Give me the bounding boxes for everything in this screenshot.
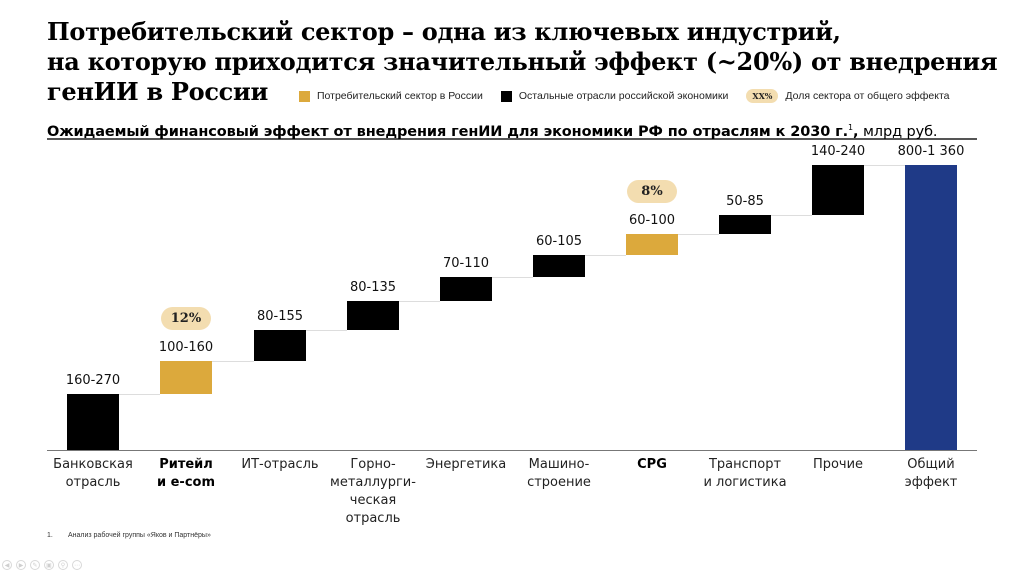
legend-pill-share: XX% (746, 89, 779, 103)
chart-legend: Потребительский сектор в России Остальны… (299, 89, 968, 103)
legend-label-share: Доля сектора от общего эффекта (785, 90, 950, 102)
connector-line (399, 301, 440, 302)
bar-8 (719, 215, 771, 234)
footnote-text: Анализ рабочей группы «Яков и Партнёры» (67, 532, 211, 539)
category-label: Прочие (812, 457, 864, 472)
category-label: CPG (637, 457, 667, 472)
chart-subtitle: Ожидаемый финансовый эффект от внедрения… (47, 118, 977, 140)
bar-2 (160, 361, 212, 394)
footnote-number: 1. (47, 532, 53, 539)
title-line-3: генИИ в России (47, 77, 268, 106)
value-label: 60-100 (628, 213, 676, 228)
value-label: 60-105 (535, 234, 583, 249)
x-axis-line (47, 450, 977, 451)
presentation-controls: ◀ ▶ ✎ ▣ ⚲ ⋯ (2, 560, 86, 570)
bar-6 (533, 255, 585, 277)
category-label: Ритейл и e-com (156, 457, 216, 490)
connector-line (492, 277, 533, 278)
connector-line (212, 361, 254, 362)
category-label: Общий эффект (904, 457, 958, 490)
value-label: 80-155 (256, 309, 304, 324)
legend-item-consumer: Потребительский сектор в России (299, 90, 483, 102)
share-badge: 12% (161, 307, 211, 330)
subtitle-unit: млрд руб. (858, 123, 938, 140)
bar-9 (812, 165, 864, 215)
value-label: 800-1 360 (897, 144, 965, 159)
zoom-icon[interactable]: ⚲ (58, 560, 68, 570)
category-label: Энергетика (425, 457, 507, 472)
bar-5 (440, 277, 492, 301)
share-badge: 8% (627, 180, 677, 203)
value-label: 70-110 (442, 256, 490, 271)
connector-line (119, 394, 160, 395)
bar-7 (626, 234, 678, 255)
bar-1 (67, 394, 119, 450)
category-label: Банковская отрасль (53, 457, 133, 490)
value-label: 160-270 (65, 373, 121, 388)
value-label: 140-240 (810, 144, 866, 159)
value-label: 100-160 (158, 340, 214, 355)
connector-line (864, 165, 905, 166)
subtitle-comma: , (853, 123, 859, 140)
category-label: Горно- металлурги- ческая отрасль (330, 457, 416, 526)
footnote: 1. Анализ рабочей группы «Яков и Партнёр… (47, 532, 211, 539)
title-line-2: на которую приходится значительный эффек… (47, 47, 998, 76)
category-label: Машино- строение (527, 457, 591, 490)
connector-line (585, 255, 626, 256)
bar-4 (347, 301, 399, 330)
legend-item-share: XX% Доля сектора от общего эффекта (746, 89, 950, 103)
legend-label-other: Остальные отрасли российской экономики (518, 90, 729, 102)
slides-icon[interactable]: ▣ (44, 560, 54, 570)
category-label: ИТ-отрасль (241, 457, 319, 472)
connector-line (306, 330, 347, 331)
value-label: 50-85 (726, 194, 764, 209)
pen-icon[interactable]: ✎ (30, 560, 40, 570)
legend-label-consumer: Потребительский сектор в России (317, 90, 483, 102)
next-slide-icon[interactable]: ▶ (16, 560, 26, 570)
connector-line (771, 215, 812, 216)
previous-slide-icon[interactable]: ◀ (2, 560, 12, 570)
page-title: Потребительский сектор – одна из ключевы… (47, 17, 998, 107)
bar-10 (905, 165, 957, 450)
legend-swatch-other (500, 90, 512, 102)
title-line-1: Потребительский сектор – одна из ключевы… (47, 17, 841, 46)
category-label: Транспорт и логистика (703, 457, 787, 490)
bar-3 (254, 330, 306, 361)
value-label: 80-135 (349, 280, 397, 295)
legend-item-other: Остальные отрасли российской экономики (500, 90, 729, 102)
subtitle-bold: Ожидаемый финансовый эффект от внедрения… (47, 123, 849, 140)
more-icon[interactable]: ⋯ (72, 560, 82, 570)
connector-line (678, 234, 719, 235)
subtitle-footnote-ref: 1 (848, 123, 854, 132)
legend-swatch-consumer (299, 90, 310, 102)
